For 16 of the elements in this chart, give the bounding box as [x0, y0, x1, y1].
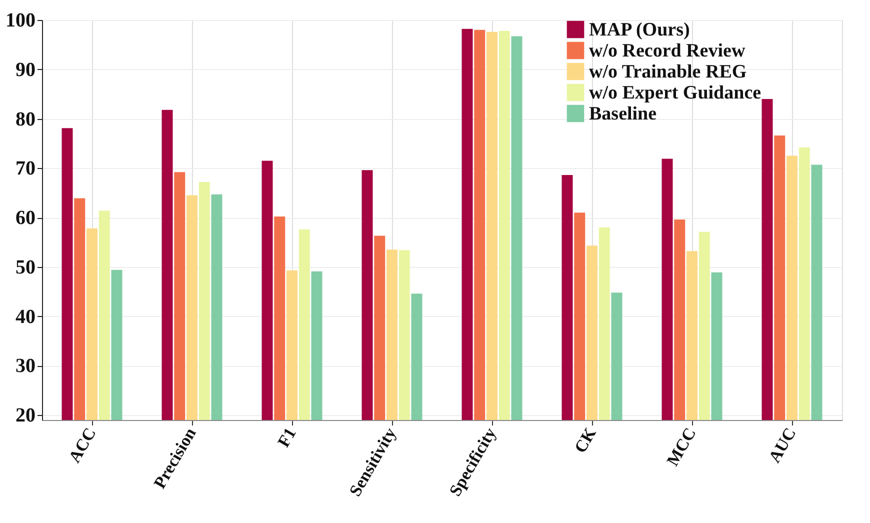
- y-tick-label: 50: [16, 256, 36, 278]
- y-tick-label: 100: [6, 10, 36, 32]
- y-tick-label: 40: [16, 306, 36, 328]
- y-tick-label: 60: [16, 207, 36, 230]
- legend-label: Baseline: [589, 104, 657, 124]
- y-tick-label: 30: [16, 355, 36, 378]
- legend-label: w/o Expert Guidance: [589, 82, 762, 104]
- y-tick-label: 20: [16, 404, 36, 427]
- y-tick-label: 70: [16, 158, 36, 180]
- legend-label: MAP (Ours): [589, 20, 690, 40]
- y-tick-label: 90: [16, 58, 36, 81]
- legend-label: w/o Record Review: [589, 40, 746, 62]
- y-tick-label: 80: [16, 108, 36, 130]
- legend-label: w/o Trainable REG: [589, 62, 747, 82]
- x-tick-label: F1: [274, 424, 300, 450]
- x-tick-label: CK: [570, 424, 600, 456]
